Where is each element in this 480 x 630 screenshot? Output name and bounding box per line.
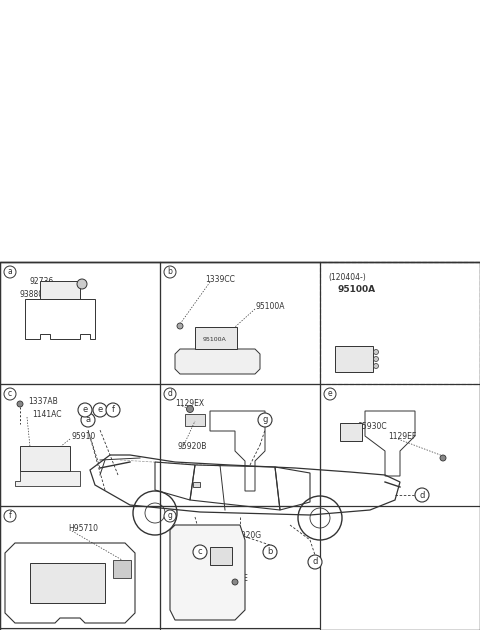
Circle shape <box>78 403 92 417</box>
Bar <box>160 262 320 384</box>
Circle shape <box>77 279 87 289</box>
Circle shape <box>415 488 429 502</box>
Circle shape <box>263 545 277 559</box>
Bar <box>0 384 160 506</box>
Text: b: b <box>267 547 273 556</box>
Circle shape <box>440 455 446 461</box>
Bar <box>0 506 160 628</box>
Bar <box>30 563 105 603</box>
Text: H95710: H95710 <box>68 524 98 533</box>
Circle shape <box>81 413 95 427</box>
Circle shape <box>324 388 336 400</box>
Text: 93880C: 93880C <box>20 290 49 299</box>
Text: 95100A: 95100A <box>203 337 227 342</box>
Polygon shape <box>15 471 80 486</box>
Text: 1141AC: 1141AC <box>32 410 61 419</box>
Text: (120404-): (120404-) <box>328 273 366 282</box>
FancyBboxPatch shape <box>185 414 205 426</box>
Text: d: d <box>420 491 425 500</box>
Bar <box>160 506 320 628</box>
Bar <box>320 384 480 506</box>
Text: 1249GE: 1249GE <box>218 574 248 583</box>
Text: 95920G: 95920G <box>232 531 262 540</box>
Circle shape <box>258 413 272 427</box>
Text: 1491AD: 1491AD <box>210 554 240 563</box>
Circle shape <box>232 579 238 585</box>
FancyBboxPatch shape <box>20 446 70 471</box>
Circle shape <box>164 388 176 400</box>
Text: a: a <box>85 416 91 425</box>
Circle shape <box>177 323 183 329</box>
Text: a: a <box>8 268 12 277</box>
Circle shape <box>308 555 322 569</box>
Circle shape <box>193 545 207 559</box>
Text: 95920B: 95920B <box>178 442 207 451</box>
Circle shape <box>93 403 107 417</box>
Bar <box>210 547 232 565</box>
Circle shape <box>164 266 176 278</box>
Circle shape <box>164 510 176 522</box>
Circle shape <box>187 406 193 413</box>
Text: 1339CC: 1339CC <box>205 275 235 284</box>
Text: c: c <box>8 389 12 399</box>
FancyBboxPatch shape <box>335 346 373 372</box>
Bar <box>0 262 480 630</box>
Circle shape <box>373 350 379 355</box>
Polygon shape <box>175 349 260 374</box>
Text: 92736: 92736 <box>30 277 54 286</box>
Bar <box>40 281 80 299</box>
Text: 95100A: 95100A <box>338 285 376 294</box>
Circle shape <box>4 266 16 278</box>
Text: g: g <box>262 416 268 425</box>
Circle shape <box>4 388 16 400</box>
Bar <box>113 560 131 578</box>
Text: d: d <box>312 558 318 566</box>
Text: e: e <box>328 389 332 399</box>
Text: d: d <box>168 389 172 399</box>
Bar <box>340 423 362 441</box>
Polygon shape <box>193 482 200 487</box>
Text: e: e <box>83 406 88 415</box>
Text: b: b <box>168 268 172 277</box>
Text: c: c <box>198 547 202 556</box>
Text: e: e <box>97 406 103 415</box>
FancyBboxPatch shape <box>195 327 237 349</box>
Text: 1129EX: 1129EX <box>175 399 204 408</box>
Circle shape <box>373 357 379 362</box>
Circle shape <box>106 403 120 417</box>
Text: f: f <box>111 406 115 415</box>
Text: 1337AB: 1337AB <box>28 397 58 406</box>
Bar <box>320 262 480 384</box>
Text: 95100A: 95100A <box>255 302 285 311</box>
Polygon shape <box>170 525 245 620</box>
Circle shape <box>4 510 16 522</box>
Circle shape <box>373 364 379 369</box>
Bar <box>160 384 320 506</box>
Circle shape <box>17 401 23 407</box>
Text: f: f <box>9 512 12 520</box>
Text: g: g <box>168 512 172 520</box>
Bar <box>0 262 160 384</box>
Text: 95910: 95910 <box>72 432 96 441</box>
Text: 1129EF: 1129EF <box>388 432 416 441</box>
Text: 95930C: 95930C <box>358 422 388 431</box>
